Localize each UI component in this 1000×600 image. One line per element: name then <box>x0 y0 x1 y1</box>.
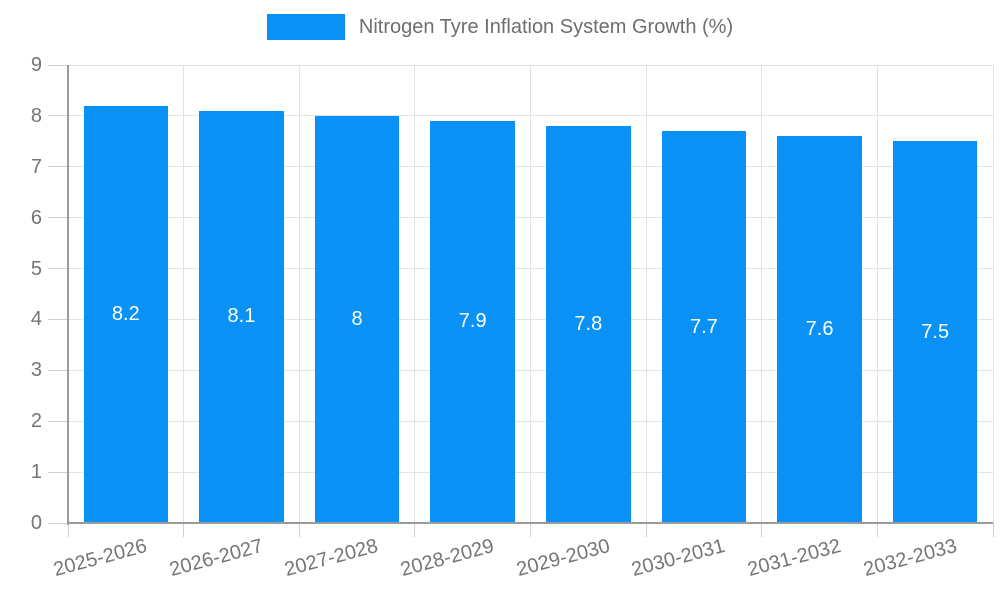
y-axis-label: 6 <box>30 206 42 229</box>
x-axis-label: 2032-2033 <box>860 535 959 582</box>
v-gridline <box>414 65 416 523</box>
y-axis-tick <box>48 217 68 219</box>
x-axis-tick <box>530 523 531 537</box>
bar[interactable]: 7.6 <box>777 136 862 523</box>
legend: Nitrogen Tyre Inflation System Growth (%… <box>0 14 1000 40</box>
x-axis-tick <box>183 523 185 537</box>
y-axis-line <box>67 65 69 525</box>
bar[interactable]: 7.9 <box>430 120 515 523</box>
v-gridline <box>876 65 878 523</box>
y-axis-label: 1 <box>30 461 42 484</box>
x-axis-line <box>68 522 993 524</box>
x-axis-label: 2031-2032 <box>745 535 844 582</box>
bar[interactable]: 8.1 <box>199 110 284 523</box>
y-axis-tick <box>48 369 68 371</box>
y-axis-tick <box>48 522 68 524</box>
y-axis-tick <box>48 166 68 168</box>
y-axis-label: 7 <box>30 155 42 178</box>
v-gridline <box>761 65 763 523</box>
y-axis-label: 3 <box>30 359 42 382</box>
y-axis-label: 8 <box>30 104 42 127</box>
x-axis-label: 2025-2026 <box>51 535 150 582</box>
bar[interactable]: 7.8 <box>546 126 631 523</box>
y-axis-label: 9 <box>30 54 42 76</box>
y-axis-tick <box>48 318 68 320</box>
bar-value-label: 7.5 <box>921 320 950 343</box>
y-axis-tick <box>48 268 68 270</box>
y-axis-tick <box>48 115 68 117</box>
v-gridline <box>645 65 647 523</box>
y-axis-label: 2 <box>30 410 42 433</box>
x-axis-label: 2027-2028 <box>282 535 381 582</box>
x-axis-tick <box>67 523 69 537</box>
x-axis-label: 2026-2027 <box>167 535 266 582</box>
legend-item[interactable]: Nitrogen Tyre Inflation System Growth (%… <box>266 14 734 40</box>
legend-label: Nitrogen Tyre Inflation System Growth (%… <box>358 15 734 38</box>
x-axis-label: 2030-2031 <box>629 535 728 582</box>
v-gridline <box>298 65 300 523</box>
y-axis-tick <box>48 64 68 66</box>
bar[interactable]: 8 <box>314 115 400 523</box>
x-axis-label: 2029-2030 <box>513 535 613 582</box>
x-axis-tick <box>298 523 300 537</box>
y-axis-tick <box>48 471 68 473</box>
x-axis-tick <box>761 523 763 537</box>
bar-value-label: 7.9 <box>458 310 487 333</box>
y-axis-label: 5 <box>30 257 42 280</box>
bar-value-label: 7.8 <box>574 313 603 336</box>
y-axis-tick <box>48 420 68 422</box>
y-axis-label: 4 <box>30 308 42 331</box>
legend-swatch-icon <box>266 14 345 40</box>
bar-value-label: 7.7 <box>690 315 718 338</box>
bar[interactable]: 7.5 <box>892 141 978 523</box>
bar[interactable]: 8.2 <box>83 105 169 523</box>
v-gridline <box>183 65 185 523</box>
x-axis-label: 2028-2029 <box>398 535 497 582</box>
bar-value-label: 8.2 <box>111 302 140 325</box>
bar-value-label: 8 <box>351 307 363 330</box>
bar[interactable]: 7.7 <box>661 131 747 523</box>
bar-value-label: 8.1 <box>227 305 256 328</box>
x-axis-tick <box>645 523 647 537</box>
x-axis-tick <box>992 523 994 537</box>
v-gridline <box>992 65 994 523</box>
x-axis-tick <box>876 523 878 537</box>
y-axis-label: 0 <box>30 512 42 534</box>
v-gridline <box>530 65 531 523</box>
bar-value-label: 7.6 <box>805 318 834 341</box>
x-axis-tick <box>414 523 416 537</box>
